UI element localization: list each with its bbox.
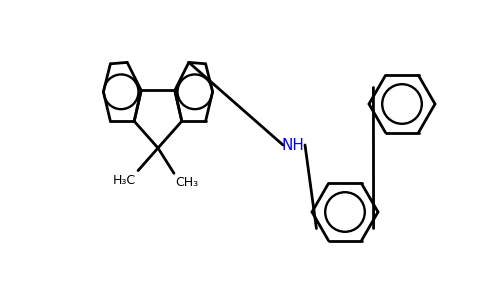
Text: CH₃: CH₃ (175, 176, 198, 189)
Text: NH: NH (282, 137, 304, 152)
Text: H₃C: H₃C (113, 174, 136, 187)
